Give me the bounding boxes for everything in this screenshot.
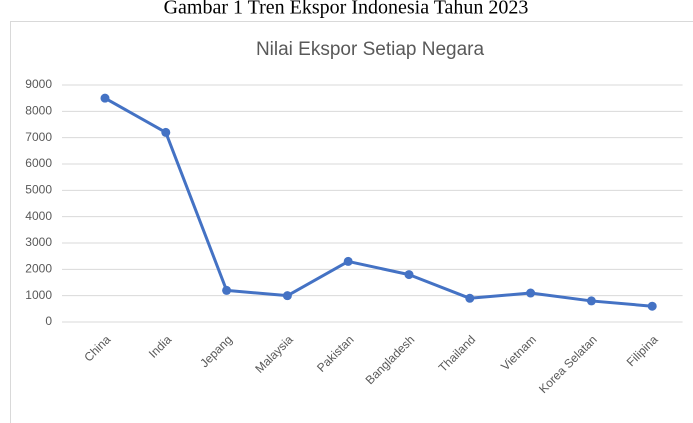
y-tick-label: 3000 <box>25 235 52 249</box>
marker <box>404 270 414 280</box>
line <box>104 96 653 308</box>
marker <box>222 285 232 295</box>
y-tick-label: 7000 <box>25 130 52 144</box>
y-tick-label: 4000 <box>25 209 52 223</box>
x-tick-label: Korea Selatan <box>536 332 600 396</box>
x-tick-label: Filipina <box>624 332 661 369</box>
x-tick-label: Pakistan <box>314 332 356 374</box>
chart-border <box>10 21 693 423</box>
marker <box>526 288 536 298</box>
y-tick-label: 6000 <box>25 156 52 170</box>
y-tick-label: 8000 <box>25 104 52 118</box>
x-tick-label: Malaysia <box>252 332 296 376</box>
y-tick-label: 9000 <box>25 77 52 91</box>
y-tick-label: 5000 <box>25 183 52 197</box>
marker <box>343 256 353 266</box>
x-tick-label: Thailand <box>436 332 478 374</box>
x-tick-label: Bangladesh <box>363 332 418 387</box>
caption: Gambar 1 Tren Ekspor Indonesia Tahun 202… <box>164 0 529 19</box>
marker <box>161 127 171 137</box>
y-tick-label: 0 <box>45 314 52 328</box>
marker <box>465 293 475 303</box>
marker <box>100 93 110 103</box>
x-tick-label: India <box>146 332 175 361</box>
x-tick-label: China <box>81 332 113 364</box>
marker <box>647 301 657 311</box>
marker <box>282 291 292 301</box>
marker <box>586 296 596 306</box>
x-tick-label: Jepang <box>197 332 235 370</box>
chart-title: Nilai Ekspor Setiap Negara <box>256 39 485 60</box>
y-tick-label: 2000 <box>25 262 52 276</box>
y-tick-label: 1000 <box>25 288 52 302</box>
x-tick-label: Vietnam <box>498 332 539 373</box>
